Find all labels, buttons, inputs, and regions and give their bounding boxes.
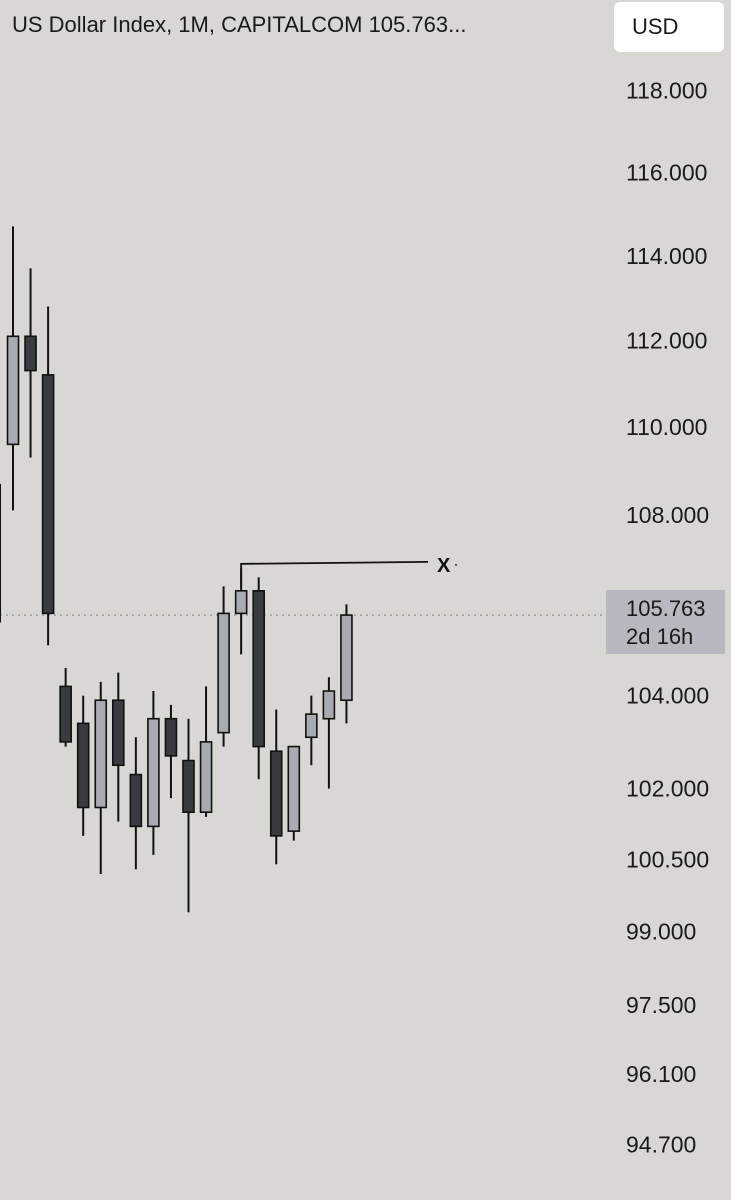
y-tick-label: 110.000 (626, 414, 707, 440)
candle-body-bullish (147, 717, 160, 828)
candle[interactable] (129, 737, 143, 870)
candle[interactable] (24, 268, 37, 458)
candle[interactable] (217, 586, 230, 747)
candle-body-bearish (41, 374, 55, 615)
candle[interactable] (234, 568, 248, 655)
candle-body-bearish (59, 685, 72, 743)
candle-body-bullish (322, 690, 336, 720)
y-tick-label: 100.500 (626, 847, 709, 873)
candles[interactable] (0, 226, 353, 913)
candle-body-bearish (76, 722, 90, 809)
candle-body-bearish (112, 699, 125, 767)
y-tick-label: 102.000 (626, 776, 709, 802)
candle[interactable] (322, 677, 336, 789)
candle[interactable] (41, 306, 55, 646)
candle[interactable] (76, 695, 90, 836)
candle[interactable] (94, 681, 108, 874)
candle[interactable] (112, 672, 125, 822)
y-axis: 118.000 116.000 114.000 112.000 110.000 108.0… (626, 78, 709, 1158)
candle[interactable] (252, 577, 265, 780)
candle-body-bullish (305, 713, 318, 739)
candle[interactable] (305, 695, 318, 766)
y-tick-label: 108.000 (626, 502, 709, 528)
y-tick-label: 94.700 (626, 1131, 696, 1157)
candle-body-bullish (6, 335, 20, 446)
annotation-line[interactable] (240, 560, 429, 587)
chart-title: US Dollar Index, 1M, CAPITALCOM 105.763.… (12, 12, 467, 37)
annotation-label[interactable]: X (437, 555, 451, 577)
candle[interactable] (182, 718, 195, 913)
y-tick-label: 97.500 (626, 992, 696, 1018)
annotation-layer[interactable]: X (240, 555, 457, 587)
candle[interactable] (340, 604, 353, 724)
candle-body-bearish (182, 759, 195, 814)
candle[interactable] (199, 686, 213, 817)
candle-body-bullish (199, 741, 213, 814)
candle[interactable] (269, 709, 283, 865)
bar-countdown-label: 2d 16h (626, 624, 694, 649)
current-price-label: 105.763 (626, 596, 706, 621)
candle[interactable] (59, 668, 72, 747)
y-tick-label: 114.000 (626, 243, 707, 269)
candle-body-bullish (217, 612, 230, 734)
price-badge: 105.763 2d 16h (606, 590, 725, 654)
y-tick-label: 96.100 (626, 1061, 696, 1087)
y-tick-label: 116.000 (626, 159, 707, 185)
candle[interactable] (147, 691, 160, 855)
candle-body-bearish (129, 773, 143, 828)
candle-body-bullish (340, 614, 353, 702)
y-tick-label: 99.000 (626, 919, 696, 945)
candle-body-bullish (287, 745, 301, 832)
candle[interactable] (164, 704, 178, 799)
candle-body-bullish (94, 699, 108, 809)
candle-body-bullish (234, 590, 248, 615)
candle-body-bearish (269, 750, 283, 837)
y-tick-label: 112.000 (626, 328, 707, 354)
candle[interactable] (6, 226, 20, 511)
candle-body-bearish (164, 717, 178, 757)
candle-body-bearish (252, 590, 265, 748)
y-tick-label: 118.000 (626, 78, 707, 104)
candle[interactable] (287, 745, 301, 841)
annotation-anchor-dot (455, 563, 457, 566)
currency-button[interactable]: USD (614, 2, 724, 52)
y-tick-label: 104.000 (626, 683, 709, 709)
candle-body-bearish (24, 335, 37, 372)
